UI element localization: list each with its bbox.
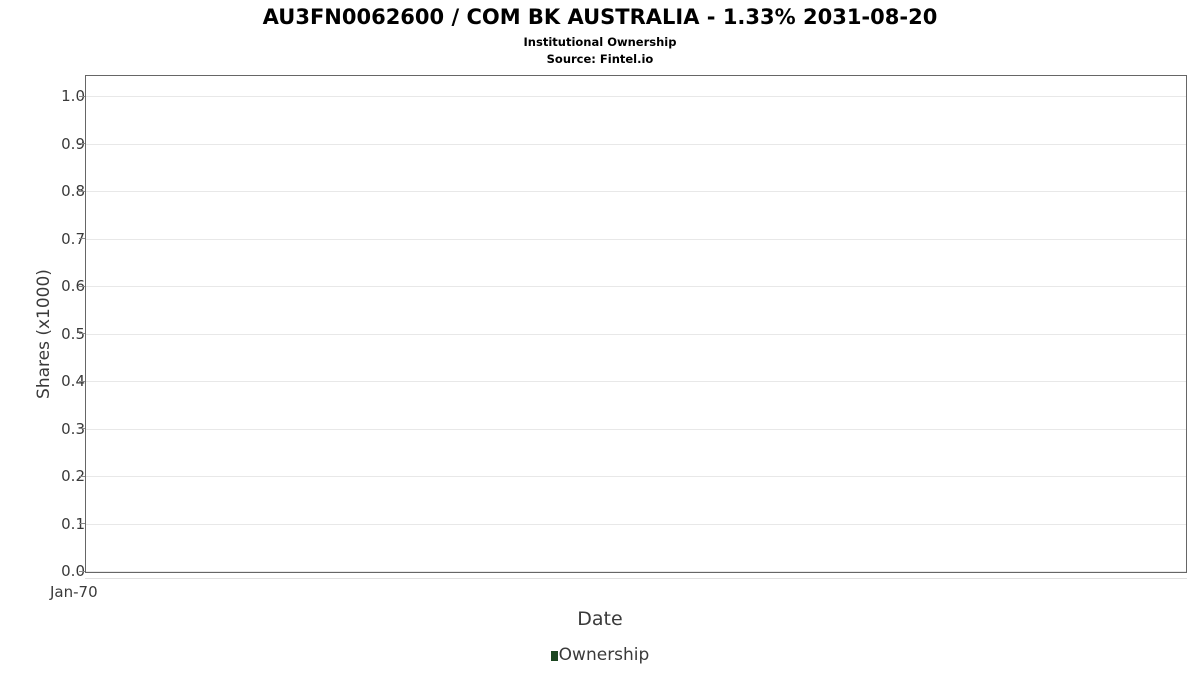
legend-swatch-icon: [550, 650, 558, 661]
y-tick-label: 0.1: [61, 514, 85, 533]
y-tick-label: 0.4: [61, 372, 85, 390]
legend-item-label: Ownership: [558, 645, 650, 665]
gridline: [86, 238, 1186, 240]
gridline: [86, 96, 1186, 97]
chart-legend: Ownership: [0, 647, 1200, 664]
gridline: [86, 333, 1186, 335]
y-tick-label: 0.6: [61, 277, 85, 295]
y-tick-label: 0.8: [61, 182, 85, 200]
gridline: [86, 523, 1186, 525]
gridline: [86, 286, 1186, 287]
range-axis: 1.0 0.9 0.8 0.7 0.6 0.5 0.4 0.3 0.2 0.1 …: [0, 0, 85, 675]
legend-item-ownership[interactable]: Ownership: [550, 645, 650, 665]
gridline: [86, 191, 1186, 192]
domain-gridline: [85, 578, 1187, 579]
y-tick-label: 0.7: [61, 229, 85, 248]
y-tick-mark: [79, 285, 85, 287]
x-tick-label: Jan-70: [50, 583, 98, 601]
gridline: [86, 476, 1186, 477]
chart-source-caption: Source: Fintel.io: [546, 52, 654, 66]
gridline: [86, 381, 1186, 382]
gridline: [86, 571, 1186, 572]
y-tick-label: 0.3: [61, 419, 85, 438]
y-tick-mark: [79, 238, 85, 239]
y-tick-label: 0.5: [61, 324, 85, 343]
y-tick-mark: [79, 380, 85, 382]
y-tick-label: 0.0: [61, 562, 85, 580]
y-tick-label: 0.9: [61, 134, 85, 153]
y-tick-mark: [79, 190, 85, 192]
y-tick-mark: [79, 570, 85, 572]
y-tick-label: 0.2: [61, 467, 85, 485]
plot-area[interactable]: [85, 75, 1187, 573]
y-tick-mark: [79, 428, 85, 429]
y-tick-mark: [79, 143, 85, 144]
chart-subtitle: Institutional Ownership: [523, 35, 677, 49]
x-axis-title: Date: [577, 608, 623, 630]
y-tick-mark: [79, 523, 85, 524]
gridline: [86, 428, 1186, 430]
y-tick-label: 1.0: [61, 87, 85, 105]
gridline: [86, 143, 1186, 145]
y-tick-mark: [79, 333, 85, 334]
y-axis-title: Shares (x1000): [34, 269, 54, 399]
y-tick-mark: [79, 475, 85, 477]
y-tick-mark: [79, 95, 85, 97]
chart-title: AU3FN0062600 / COM BK AUSTRALIA - 1.33% …: [262, 5, 938, 29]
